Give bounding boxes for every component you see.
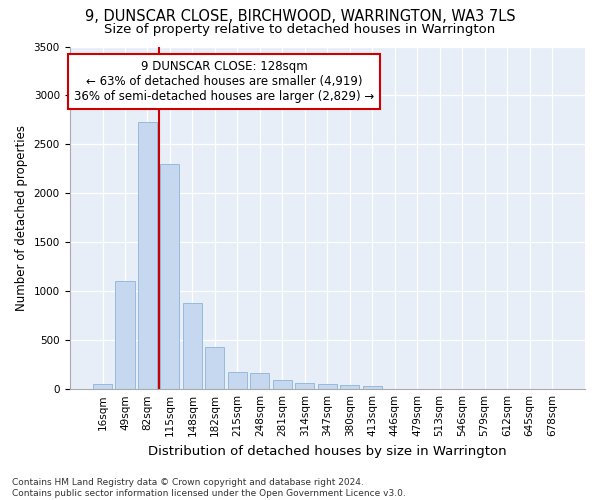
Bar — [205, 347, 224, 389]
Bar — [228, 372, 247, 389]
Y-axis label: Number of detached properties: Number of detached properties — [15, 125, 28, 311]
Text: 9, DUNSCAR CLOSE, BIRCHWOOD, WARRINGTON, WA3 7LS: 9, DUNSCAR CLOSE, BIRCHWOOD, WARRINGTON,… — [85, 9, 515, 24]
X-axis label: Distribution of detached houses by size in Warrington: Distribution of detached houses by size … — [148, 444, 506, 458]
Bar — [273, 380, 292, 389]
Bar — [183, 303, 202, 389]
Bar — [295, 383, 314, 389]
Text: Contains HM Land Registry data © Crown copyright and database right 2024.
Contai: Contains HM Land Registry data © Crown c… — [12, 478, 406, 498]
Bar — [318, 384, 337, 389]
Bar — [250, 373, 269, 389]
Bar — [138, 122, 157, 389]
Bar — [160, 164, 179, 389]
Bar — [362, 386, 382, 389]
Bar — [340, 385, 359, 389]
Text: Size of property relative to detached houses in Warrington: Size of property relative to detached ho… — [104, 22, 496, 36]
Bar — [93, 384, 112, 389]
Bar — [115, 280, 134, 389]
Text: 9 DUNSCAR CLOSE: 128sqm
← 63% of detached houses are smaller (4,919)
36% of semi: 9 DUNSCAR CLOSE: 128sqm ← 63% of detache… — [74, 60, 374, 103]
